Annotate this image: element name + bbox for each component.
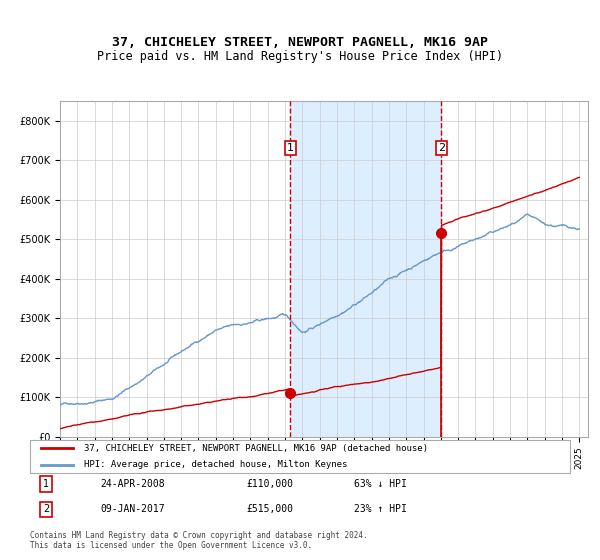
Text: 37, CHICHELEY STREET, NEWPORT PAGNELL, MK16 9AP: 37, CHICHELEY STREET, NEWPORT PAGNELL, M… [112,36,488,49]
Text: 37, CHICHELEY STREET, NEWPORT PAGNELL, MK16 9AP (detached house): 37, CHICHELEY STREET, NEWPORT PAGNELL, M… [84,444,428,452]
Text: 09-JAN-2017: 09-JAN-2017 [100,505,165,515]
Text: £515,000: £515,000 [246,505,293,515]
Text: Contains HM Land Registry data © Crown copyright and database right 2024.
This d: Contains HM Land Registry data © Crown c… [30,531,368,550]
Text: HPI: Average price, detached house, Milton Keynes: HPI: Average price, detached house, Milt… [84,460,347,469]
Text: 63% ↓ HPI: 63% ↓ HPI [354,479,407,489]
Text: 2: 2 [438,143,445,153]
Bar [290,101,442,437]
Text: 1: 1 [287,143,294,153]
Text: 2: 2 [43,505,49,515]
Text: 1: 1 [43,479,49,489]
FancyBboxPatch shape [30,440,570,473]
Text: 24-APR-2008: 24-APR-2008 [100,479,165,489]
Text: 23% ↑ HPI: 23% ↑ HPI [354,505,407,515]
Text: £110,000: £110,000 [246,479,293,489]
Text: Price paid vs. HM Land Registry's House Price Index (HPI): Price paid vs. HM Land Registry's House … [97,50,503,63]
